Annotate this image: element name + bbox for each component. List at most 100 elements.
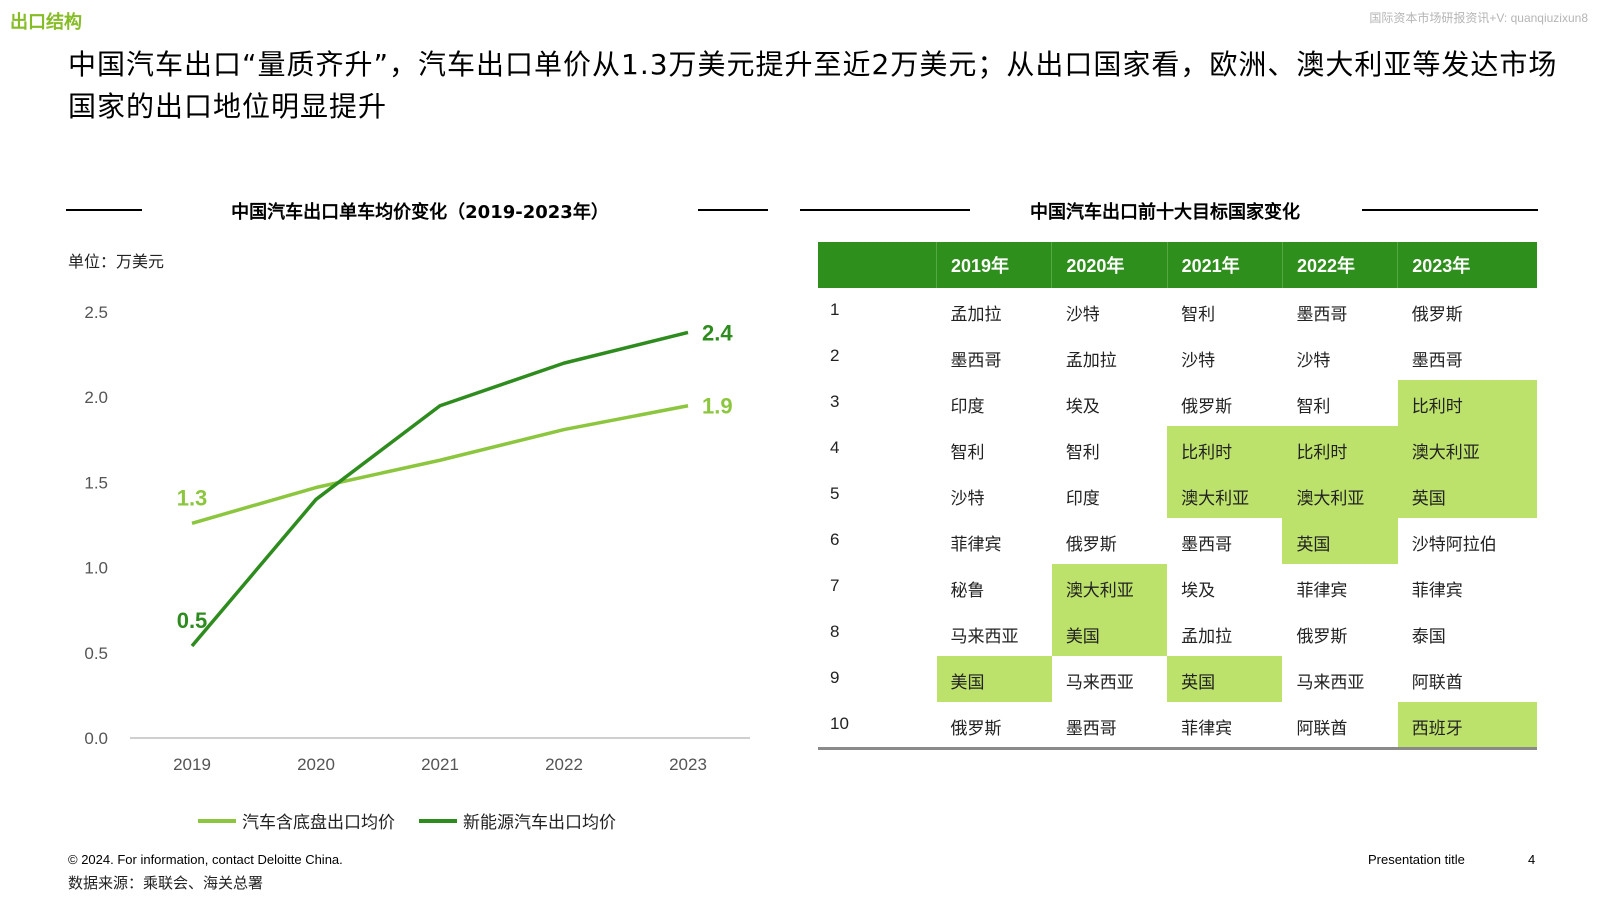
table-header-2020: 2020年	[1051, 242, 1168, 288]
page-title: 中国汽车出口“量质齐升”，汽车出口单价从1.3万美元提升至近2万美元；从出口国家…	[68, 48, 1558, 123]
table-row: 8 马来西亚 美国 孟加拉 俄罗斯 泰国	[818, 610, 1537, 656]
country-cell: 沙特阿拉伯	[1411, 535, 1497, 555]
y-tick-label: 0.0	[84, 729, 108, 748]
table-row: 6 菲律宾 俄罗斯 墨西哥 英国 沙特阿拉伯	[818, 518, 1537, 564]
country-cell: 沙特	[950, 489, 985, 509]
country-cell: 印度	[950, 397, 985, 417]
x-tick-label: 2023	[669, 755, 707, 774]
legend-swatch-nev	[419, 818, 457, 823]
country-cell: 俄罗斯	[1411, 305, 1463, 325]
data-label: 2.4	[702, 320, 733, 345]
data-label: 0.5	[177, 608, 208, 633]
country-cell: 智利	[950, 443, 985, 463]
x-tick-label: 2022	[545, 755, 583, 774]
table-row: 5 沙特 印度 澳大利亚 澳大利亚 英国	[818, 472, 1537, 518]
country-cell: 孟加拉	[1181, 627, 1233, 647]
country-cell: 菲律宾	[1167, 702, 1283, 750]
country-cell: 菲律宾	[1296, 581, 1348, 601]
table-row: 9 美国 马来西亚 英国 马来西亚 阿联酋	[818, 656, 1537, 702]
country-cell: 墨西哥	[1296, 305, 1348, 325]
rank-number: 3	[830, 392, 840, 411]
country-cell: 英国	[1397, 472, 1537, 518]
series-line-chassis-price	[191, 404, 689, 525]
table-row: 1 孟加拉 沙特 智利 墨西哥 俄罗斯	[818, 288, 1537, 334]
country-cell: 墨西哥	[950, 351, 1002, 371]
chart-title: 中国汽车出口单车均价变化（2019-2023年）	[231, 202, 609, 223]
footer-presentation-title: Presentation title	[1368, 852, 1465, 867]
rank-number: 5	[830, 484, 840, 503]
country-cell: 美国	[936, 656, 1052, 702]
country-cell: 比利时	[1397, 380, 1537, 426]
rank-number: 1	[830, 300, 840, 319]
left-title-rule-right	[698, 209, 768, 211]
data-label: 1.9	[702, 394, 733, 419]
x-tick-label: 2021	[421, 755, 459, 774]
country-cell: 俄罗斯	[1065, 535, 1117, 555]
rank-number: 6	[830, 530, 840, 549]
country-cell: 阿联酋	[1411, 673, 1463, 693]
country-cell: 沙特	[1065, 305, 1100, 325]
country-cell: 马来西亚	[1065, 673, 1134, 693]
table-row: 10 俄罗斯 墨西哥 菲律宾 阿联酋 西班牙	[818, 702, 1537, 750]
rank-number: 9	[830, 668, 840, 687]
country-cell: 菲律宾	[1411, 581, 1463, 601]
country-cell: 俄罗斯	[1181, 397, 1233, 417]
country-cell: 埃及	[1065, 397, 1100, 417]
legend-swatch-chassis	[198, 818, 236, 823]
table-row: 2 墨西哥 孟加拉 沙特 沙特 墨西哥	[818, 334, 1537, 380]
rank-number: 8	[830, 622, 840, 641]
country-cell: 智利	[1181, 305, 1216, 325]
left-title-rule-left	[66, 209, 142, 211]
table-header-2019: 2019年	[936, 242, 1053, 288]
top10-destinations-table: 2019年 2020年 2021年 2022年 2023年 1 孟加拉 沙特 智利 墨西…	[818, 242, 1537, 750]
rank-number: 4	[830, 438, 840, 457]
section-label: 出口结构	[10, 12, 82, 33]
y-tick-label: 0.5	[84, 644, 108, 663]
chart-unit-label: 单位：万美元	[68, 252, 165, 271]
country-cell: 孟加拉	[950, 305, 1002, 325]
table-header-rank	[818, 242, 937, 288]
country-cell: 马来西亚	[950, 627, 1019, 647]
country-cell: 比利时	[1282, 426, 1398, 472]
country-cell: 澳大利亚	[1282, 472, 1398, 518]
country-cell: 埃及	[1181, 581, 1216, 601]
table-header-2021: 2021年	[1167, 242, 1283, 288]
table-header-row: 2019年 2020年 2021年 2022年 2023年	[818, 242, 1537, 288]
rank-number: 10	[818, 702, 937, 750]
chart-legend: 汽车含底盘出口均价 新能源汽车出口均价	[198, 808, 640, 833]
country-cell: 墨西哥	[1411, 351, 1463, 371]
country-cell: 秘鲁	[950, 581, 985, 601]
country-cell: 沙特	[1296, 351, 1331, 371]
legend-label-nev: 新能源汽车出口均价	[463, 813, 616, 833]
country-cell: 英国	[1282, 518, 1398, 564]
right-title-rule-left	[800, 209, 970, 211]
y-tick-label: 2.5	[84, 303, 108, 322]
watermark: 国际资本市场研报资讯+V: quanqiuzixun8	[1369, 11, 1588, 25]
country-cell: 智利	[1065, 443, 1100, 463]
x-tick-label: 2020	[297, 755, 335, 774]
table-header-2022: 2022年	[1282, 242, 1399, 288]
country-cell: 俄罗斯	[1296, 627, 1348, 647]
country-cell: 智利	[1296, 397, 1331, 417]
country-cell: 西班牙	[1397, 702, 1537, 750]
country-cell: 墨西哥	[1051, 702, 1168, 750]
footer-source: 数据来源：乘联会、海关总署	[68, 874, 264, 892]
country-cell: 菲律宾	[950, 535, 1002, 555]
legend-item-nev: 新能源汽车出口均价	[419, 808, 616, 833]
country-cell: 美国	[1051, 610, 1168, 656]
y-tick-label: 1.0	[84, 559, 108, 578]
data-label: 1.3	[177, 485, 208, 510]
right-title-rule-right	[1362, 209, 1538, 211]
country-cell: 英国	[1167, 656, 1283, 702]
y-tick-label: 2.0	[84, 388, 108, 407]
legend-label-chassis: 汽车含底盘出口均价	[242, 813, 395, 833]
table-row: 7 秘鲁 澳大利亚 埃及 菲律宾 菲律宾	[818, 564, 1537, 610]
country-cell: 阿联酋	[1282, 702, 1398, 750]
country-cell: 比利时	[1167, 426, 1283, 472]
country-cell: 俄罗斯	[936, 702, 1052, 750]
table-row: 3 印度 埃及 俄罗斯 智利 比利时	[818, 380, 1537, 426]
footer-copyright: © 2024. For information, contact Deloitt…	[68, 852, 343, 867]
country-cell: 马来西亚	[1296, 673, 1365, 693]
rank-number: 7	[830, 576, 840, 595]
footer-page-number: 4	[1528, 852, 1536, 867]
